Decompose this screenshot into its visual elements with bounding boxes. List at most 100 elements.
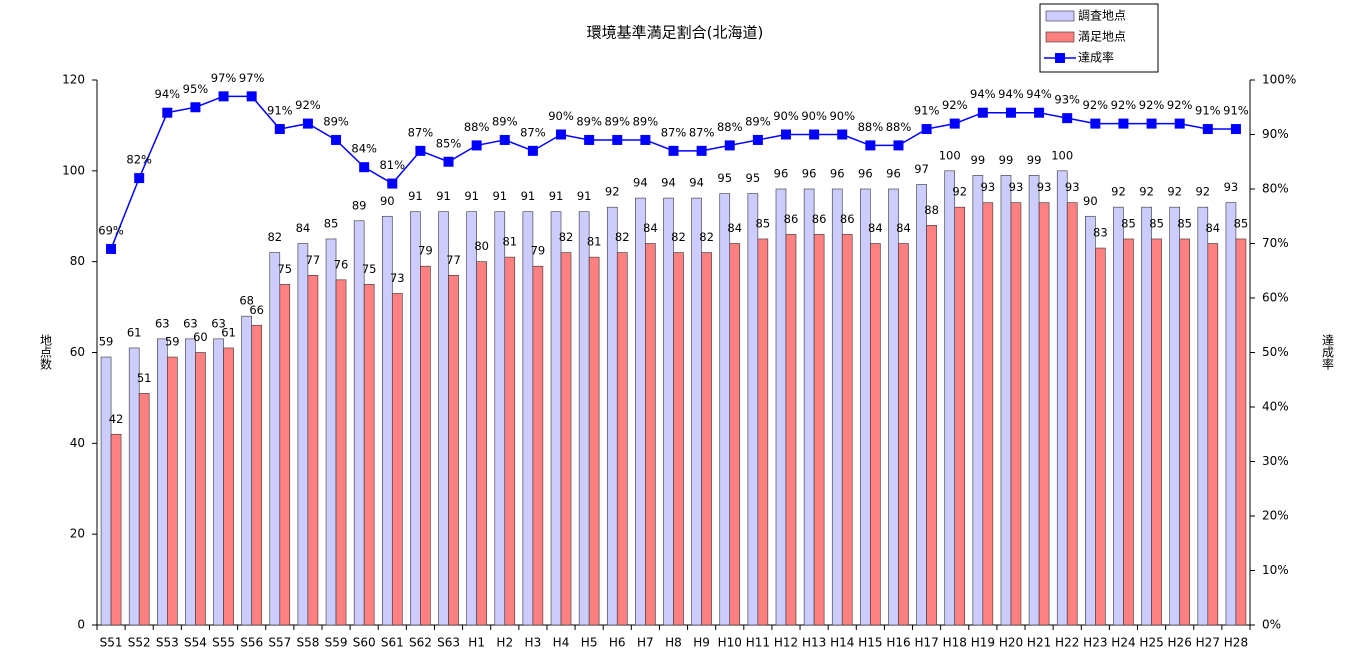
bar [128,347,140,626]
y2-tick-label: 30% [1262,454,1289,468]
bar [466,211,477,626]
data-label: 77 [306,253,321,267]
marker [274,124,285,135]
bar [982,202,994,626]
bar [972,175,984,626]
data-label: 86 [784,212,799,226]
data-label: 91% [1223,104,1249,118]
y-tick-label: 100 [62,163,85,177]
data-label: 83 [1093,226,1108,240]
bar [504,256,516,626]
bar [560,252,572,626]
x-tick-label: H5 [581,636,598,650]
bar [185,338,196,626]
marker [584,134,595,145]
marker [1090,118,1101,129]
data-label: 84 [643,221,658,235]
data-label: 85 [756,216,771,230]
y-tick-label: 40 [70,436,85,450]
marker [809,129,820,140]
data-label: 66 [249,303,264,317]
x-tick-label: H26 [1168,636,1192,650]
data-label: 79 [531,244,546,258]
marker [1062,113,1073,124]
data-label: 93 [1224,180,1239,194]
y2-tick-label: 0% [1262,618,1281,632]
data-label: 91 [549,189,564,203]
x-tick-label: H6 [609,636,626,650]
bar [578,211,590,626]
bar [167,356,178,626]
marker [612,134,623,145]
data-label: 95 [717,171,732,185]
bar [138,393,150,626]
bar [1141,206,1152,626]
marker [752,134,763,145]
marker [1202,124,1213,135]
data-label: 96 [774,167,789,181]
data-label: 89 [352,198,367,212]
data-label: 85 [1121,216,1136,230]
data-label: 90% [829,109,855,123]
data-label: 91 [492,189,507,203]
bar [438,211,449,626]
data-label: 77 [446,253,461,267]
marker [190,102,201,113]
bar [269,252,281,626]
data-label: 90 [1083,194,1098,208]
bar [532,265,544,626]
data-label: 93 [981,180,996,194]
bar [195,352,206,626]
data-label: 92 [1167,185,1182,199]
bar [870,243,881,626]
marker [302,118,313,129]
bar [307,274,319,626]
data-label: 94% [155,87,181,101]
bar [691,197,702,626]
bar [1028,175,1040,626]
x-tick-label: H25 [1139,636,1163,650]
x-tick-label: H11 [746,636,770,650]
marker [499,134,510,145]
data-label: 94% [970,87,996,101]
bar [100,356,112,626]
data-label: 93% [1054,93,1080,107]
y2-tick-label: 20% [1262,509,1289,523]
data-label: 89% [323,114,349,128]
data-label: 63 [211,316,226,330]
data-label: 88% [858,120,884,134]
bar [448,274,459,626]
bar [831,188,843,626]
marker [724,140,735,151]
data-label: 95% [183,82,209,96]
x-tick-label: H28 [1224,636,1248,650]
bar [757,238,769,626]
marker [387,178,398,189]
marker [949,118,960,129]
data-label: 88 [924,203,939,217]
data-label: 90% [548,109,574,123]
x-tick-label: H27 [1196,636,1220,650]
bar [410,211,421,626]
bar [110,433,122,626]
data-label: 94% [998,87,1024,101]
marker [134,173,145,184]
data-label: 99 [999,153,1014,167]
marker [668,145,679,156]
x-tick-label: H9 [693,636,710,650]
marker [556,129,567,140]
data-label: 100 [939,148,961,162]
y-tick-label: 60 [70,345,85,359]
data-label: 82 [671,230,686,244]
bar [916,184,927,626]
bar [635,197,646,626]
data-label: 93 [1009,180,1024,194]
bar [522,211,534,626]
data-label: 89% [604,114,630,128]
bar [1197,206,1209,626]
marker [1146,118,1157,129]
x-tick-label: H4 [553,636,570,650]
x-tick-label: H8 [665,636,682,650]
data-label: 81% [379,158,405,172]
